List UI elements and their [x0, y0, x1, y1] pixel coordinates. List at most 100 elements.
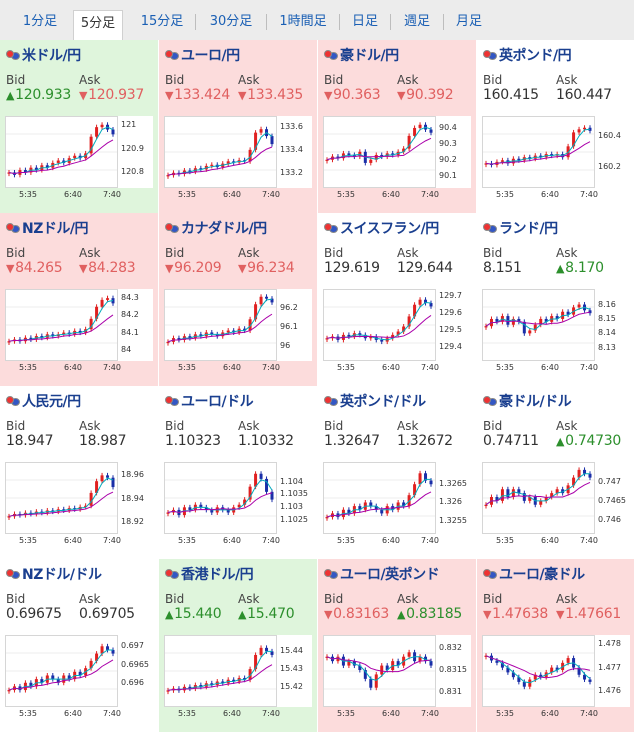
- price-chart[interactable]: 0.832 0.8315 0.831: [323, 635, 471, 707]
- candle: [555, 667, 559, 670]
- price-chart[interactable]: 0.697 0.6965 0.696: [5, 635, 153, 707]
- price-chart[interactable]: 90.4 90.3 90.2 90.1: [323, 116, 471, 188]
- pair-header[interactable]: 人民元/円: [6, 391, 81, 411]
- rate-card[interactable]: 豪ドル/ドル Bid Ask 0.74711 ▲0.74730 0.747 0.7465 0.…: [477, 386, 634, 559]
- price-chart[interactable]: 160.4 160.2: [482, 116, 630, 188]
- bid-value-text: 133.424: [174, 87, 230, 103]
- candle: [166, 690, 170, 692]
- rate-card[interactable]: スイスフラン/円 Bid Ask 129.619 129.644 129.7 129.6 12…: [318, 213, 476, 386]
- rate-card[interactable]: 英ポンド/ドル Bid Ask 1.32647 1.32672 1.3265 1.326 1.…: [318, 386, 476, 559]
- price-chart[interactable]: 1.3265 1.326 1.3255: [323, 462, 471, 534]
- y-tick-label: 133.6: [280, 121, 303, 131]
- pair-header[interactable]: カナダドル/円: [165, 218, 267, 238]
- pair-header[interactable]: ユーロ/円: [165, 45, 240, 65]
- tab-2[interactable]: 15分足: [140, 14, 184, 29]
- bid-value: 1.10323: [165, 433, 221, 449]
- candle: [418, 656, 422, 662]
- rate-card[interactable]: ランド/円 Bid Ask 8.151 ▲8.170 8.16 8.15 8.14 8.13 5:…: [477, 213, 634, 386]
- pair-name[interactable]: 豪ドル/円: [340, 48, 399, 64]
- price-chart[interactable]: 0.747 0.7465 0.746: [482, 462, 630, 534]
- arrow-down-icon: ▼: [397, 89, 406, 102]
- price-chart[interactable]: 1.104 1.1035 1.103 1.1025: [164, 462, 312, 534]
- pair-name[interactable]: ユーロ/ドル: [181, 394, 254, 410]
- candle: [270, 491, 274, 500]
- rate-card[interactable]: 米ドル/円 Bid Ask ▲120.933 ▼120.937 121 120.9 120.8…: [0, 40, 158, 213]
- rate-card[interactable]: 豪ドル/円 Bid Ask ▼90.363 ▼90.392 90.4 90.3 90.2 90.…: [318, 40, 476, 213]
- ask-value-text: 1.32672: [397, 433, 453, 449]
- rate-card[interactable]: NZドル/円 Bid Ask ▼84.265 ▼84.283 84.3 84.2 84.1 84…: [0, 213, 158, 386]
- ma-long-line: [8, 139, 114, 175]
- pair-name[interactable]: ユーロ/豪ドル: [499, 567, 585, 583]
- candle: [254, 304, 258, 320]
- bid-label: Bid: [483, 419, 503, 433]
- tab-1[interactable]: 5分足: [73, 10, 123, 40]
- candle: [544, 497, 548, 501]
- tab-6[interactable]: 週足: [403, 14, 430, 29]
- arrow-down-icon: ▼: [79, 262, 88, 275]
- pair-name[interactable]: 米ドル/円: [22, 48, 81, 64]
- rate-card[interactable]: ユーロ/ドル Bid Ask 1.10323 1.10332 1.104 1.1035 1.1…: [159, 386, 317, 559]
- pair-name[interactable]: ユーロ/英ポンド: [340, 567, 440, 583]
- pair-name[interactable]: カナダドル/円: [181, 221, 267, 237]
- tab-3[interactable]: 30分足: [209, 14, 253, 29]
- pair-name[interactable]: NZドル/ドル: [22, 567, 102, 583]
- y-tick-label: 90.1: [439, 170, 457, 180]
- pair-name[interactable]: 英ポンド/ドル: [340, 394, 426, 410]
- candle: [511, 318, 515, 325]
- pair-name[interactable]: ランド/円: [499, 221, 558, 237]
- bid-value: ▼133.424: [165, 87, 230, 103]
- x-tick-label: 6:40: [223, 363, 241, 372]
- price-chart[interactable]: 8.16 8.15 8.14 8.13: [482, 289, 630, 361]
- pair-header[interactable]: ユーロ/ドル: [165, 391, 254, 411]
- candle: [100, 124, 104, 128]
- price-chart[interactable]: 84.3 84.2 84.1 84: [5, 289, 153, 361]
- pair-header[interactable]: NZドル/ドル: [6, 564, 102, 584]
- pair-name[interactable]: 人民元/円: [22, 394, 81, 410]
- ask-value: ▼90.392: [397, 87, 454, 103]
- price-chart[interactable]: 96.2 96.1 96: [164, 289, 312, 361]
- rate-card[interactable]: 英ポンド/円 Bid Ask 160.415 160.447 160.4 160.2 5:35…: [477, 40, 634, 213]
- rate-card[interactable]: ユーロ/英ポンド Bid Ask ▼0.83163 ▲0.83185 0.832 0.831…: [318, 559, 476, 732]
- tab-7[interactable]: 月足: [455, 14, 482, 29]
- candle: [45, 165, 49, 168]
- pair-name[interactable]: 英ポンド/円: [499, 48, 572, 64]
- pair-header[interactable]: 香港ドル/円: [165, 564, 254, 584]
- rate-card[interactable]: 人民元/円 Bid Ask 18.947 18.987 18.96 18.94 18.92 5:…: [0, 386, 158, 559]
- price-chart[interactable]: 15.44 15.43 15.42: [164, 635, 312, 707]
- pair-header[interactable]: NZドル/円: [6, 218, 88, 238]
- price-chart[interactable]: 133.6 133.4 133.2: [164, 116, 312, 188]
- pair-name[interactable]: 香港ドル/円: [181, 567, 254, 583]
- currency-flag-icon: [324, 223, 338, 233]
- price-chart[interactable]: 121 120.9 120.8: [5, 116, 153, 188]
- rate-card[interactable]: ユーロ/円 Bid Ask ▼133.424 ▼133.435 133.6 133.4 133…: [159, 40, 317, 213]
- pair-name[interactable]: NZドル/円: [22, 221, 88, 237]
- pair-header[interactable]: 豪ドル/ドル: [483, 391, 572, 411]
- x-tick-label: 6:40: [541, 363, 559, 372]
- tab-5[interactable]: 日足: [351, 14, 378, 29]
- rate-card[interactable]: NZドル/ドル Bid Ask 0.69675 0.69705 0.697 0.6965 0.…: [0, 559, 158, 732]
- pair-header[interactable]: ユーロ/豪ドル: [483, 564, 585, 584]
- rate-card[interactable]: ユーロ/豪ドル Bid Ask ▼1.47638 ▼1.47661 1.478 1.477 1…: [477, 559, 634, 732]
- candle: [517, 318, 521, 322]
- price-chart[interactable]: 1.478 1.477 1.476: [482, 635, 630, 707]
- ask-value-text: 0.74730: [565, 433, 621, 449]
- pair-name[interactable]: ユーロ/円: [181, 48, 240, 64]
- pair-header[interactable]: 豪ドル/円: [324, 45, 399, 65]
- rate-card[interactable]: 香港ドル/円 Bid Ask ▲15.440 ▲15.470 15.44 15.43 15.4…: [159, 559, 317, 732]
- pair-header[interactable]: ユーロ/英ポンド: [324, 564, 440, 584]
- price-chart[interactable]: 129.7 129.6 129.5 129.4: [323, 289, 471, 361]
- pair-header[interactable]: 米ドル/円: [6, 45, 81, 65]
- rate-card[interactable]: カナダドル/円 Bid Ask ▼96.209 ▼96.234 96.2 96.1 96 5:3…: [159, 213, 317, 386]
- pair-name[interactable]: 豪ドル/ドル: [499, 394, 572, 410]
- pair-header[interactable]: ランド/円: [483, 218, 558, 238]
- pair-header[interactable]: 英ポンド/ドル: [324, 391, 426, 411]
- pair-name[interactable]: スイスフラン/円: [340, 221, 439, 237]
- pair-header[interactable]: スイスフラン/円: [324, 218, 439, 238]
- x-tick-label: 7:40: [262, 363, 280, 372]
- ask-value-text: 160.447: [556, 87, 612, 103]
- ma-long-line: [167, 146, 273, 176]
- tab-4[interactable]: 1時間足: [279, 14, 327, 29]
- price-chart[interactable]: 18.96 18.94 18.92: [5, 462, 153, 534]
- pair-header[interactable]: 英ポンド/円: [483, 45, 572, 65]
- tab-0[interactable]: 1分足: [22, 14, 58, 29]
